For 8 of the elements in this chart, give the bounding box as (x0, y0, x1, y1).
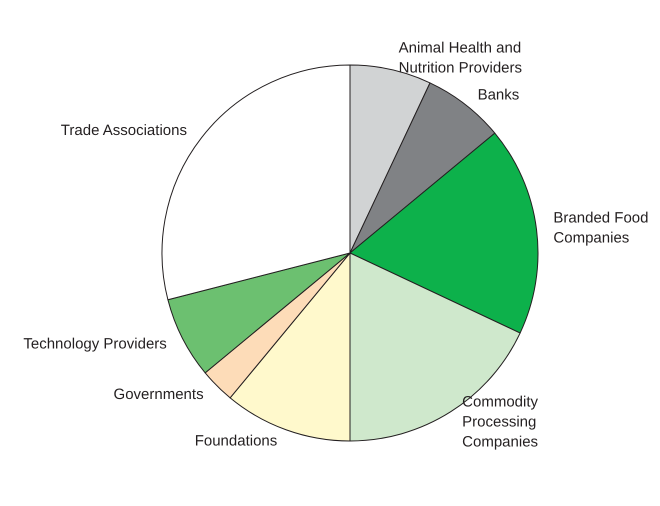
slice-label: Trade Associations (60, 122, 187, 139)
slice-label: Governments (114, 386, 204, 403)
slice-label: Foundations (194, 432, 278, 450)
slice-label: Animal Health and Nutrition Providers (398, 39, 526, 76)
slice-label: Banks (478, 86, 520, 104)
slice-label: Technology Providers (23, 335, 167, 352)
slice-label: Commodity Processing Companies (462, 393, 542, 450)
slice-label: Branded Food Companies (553, 209, 653, 246)
